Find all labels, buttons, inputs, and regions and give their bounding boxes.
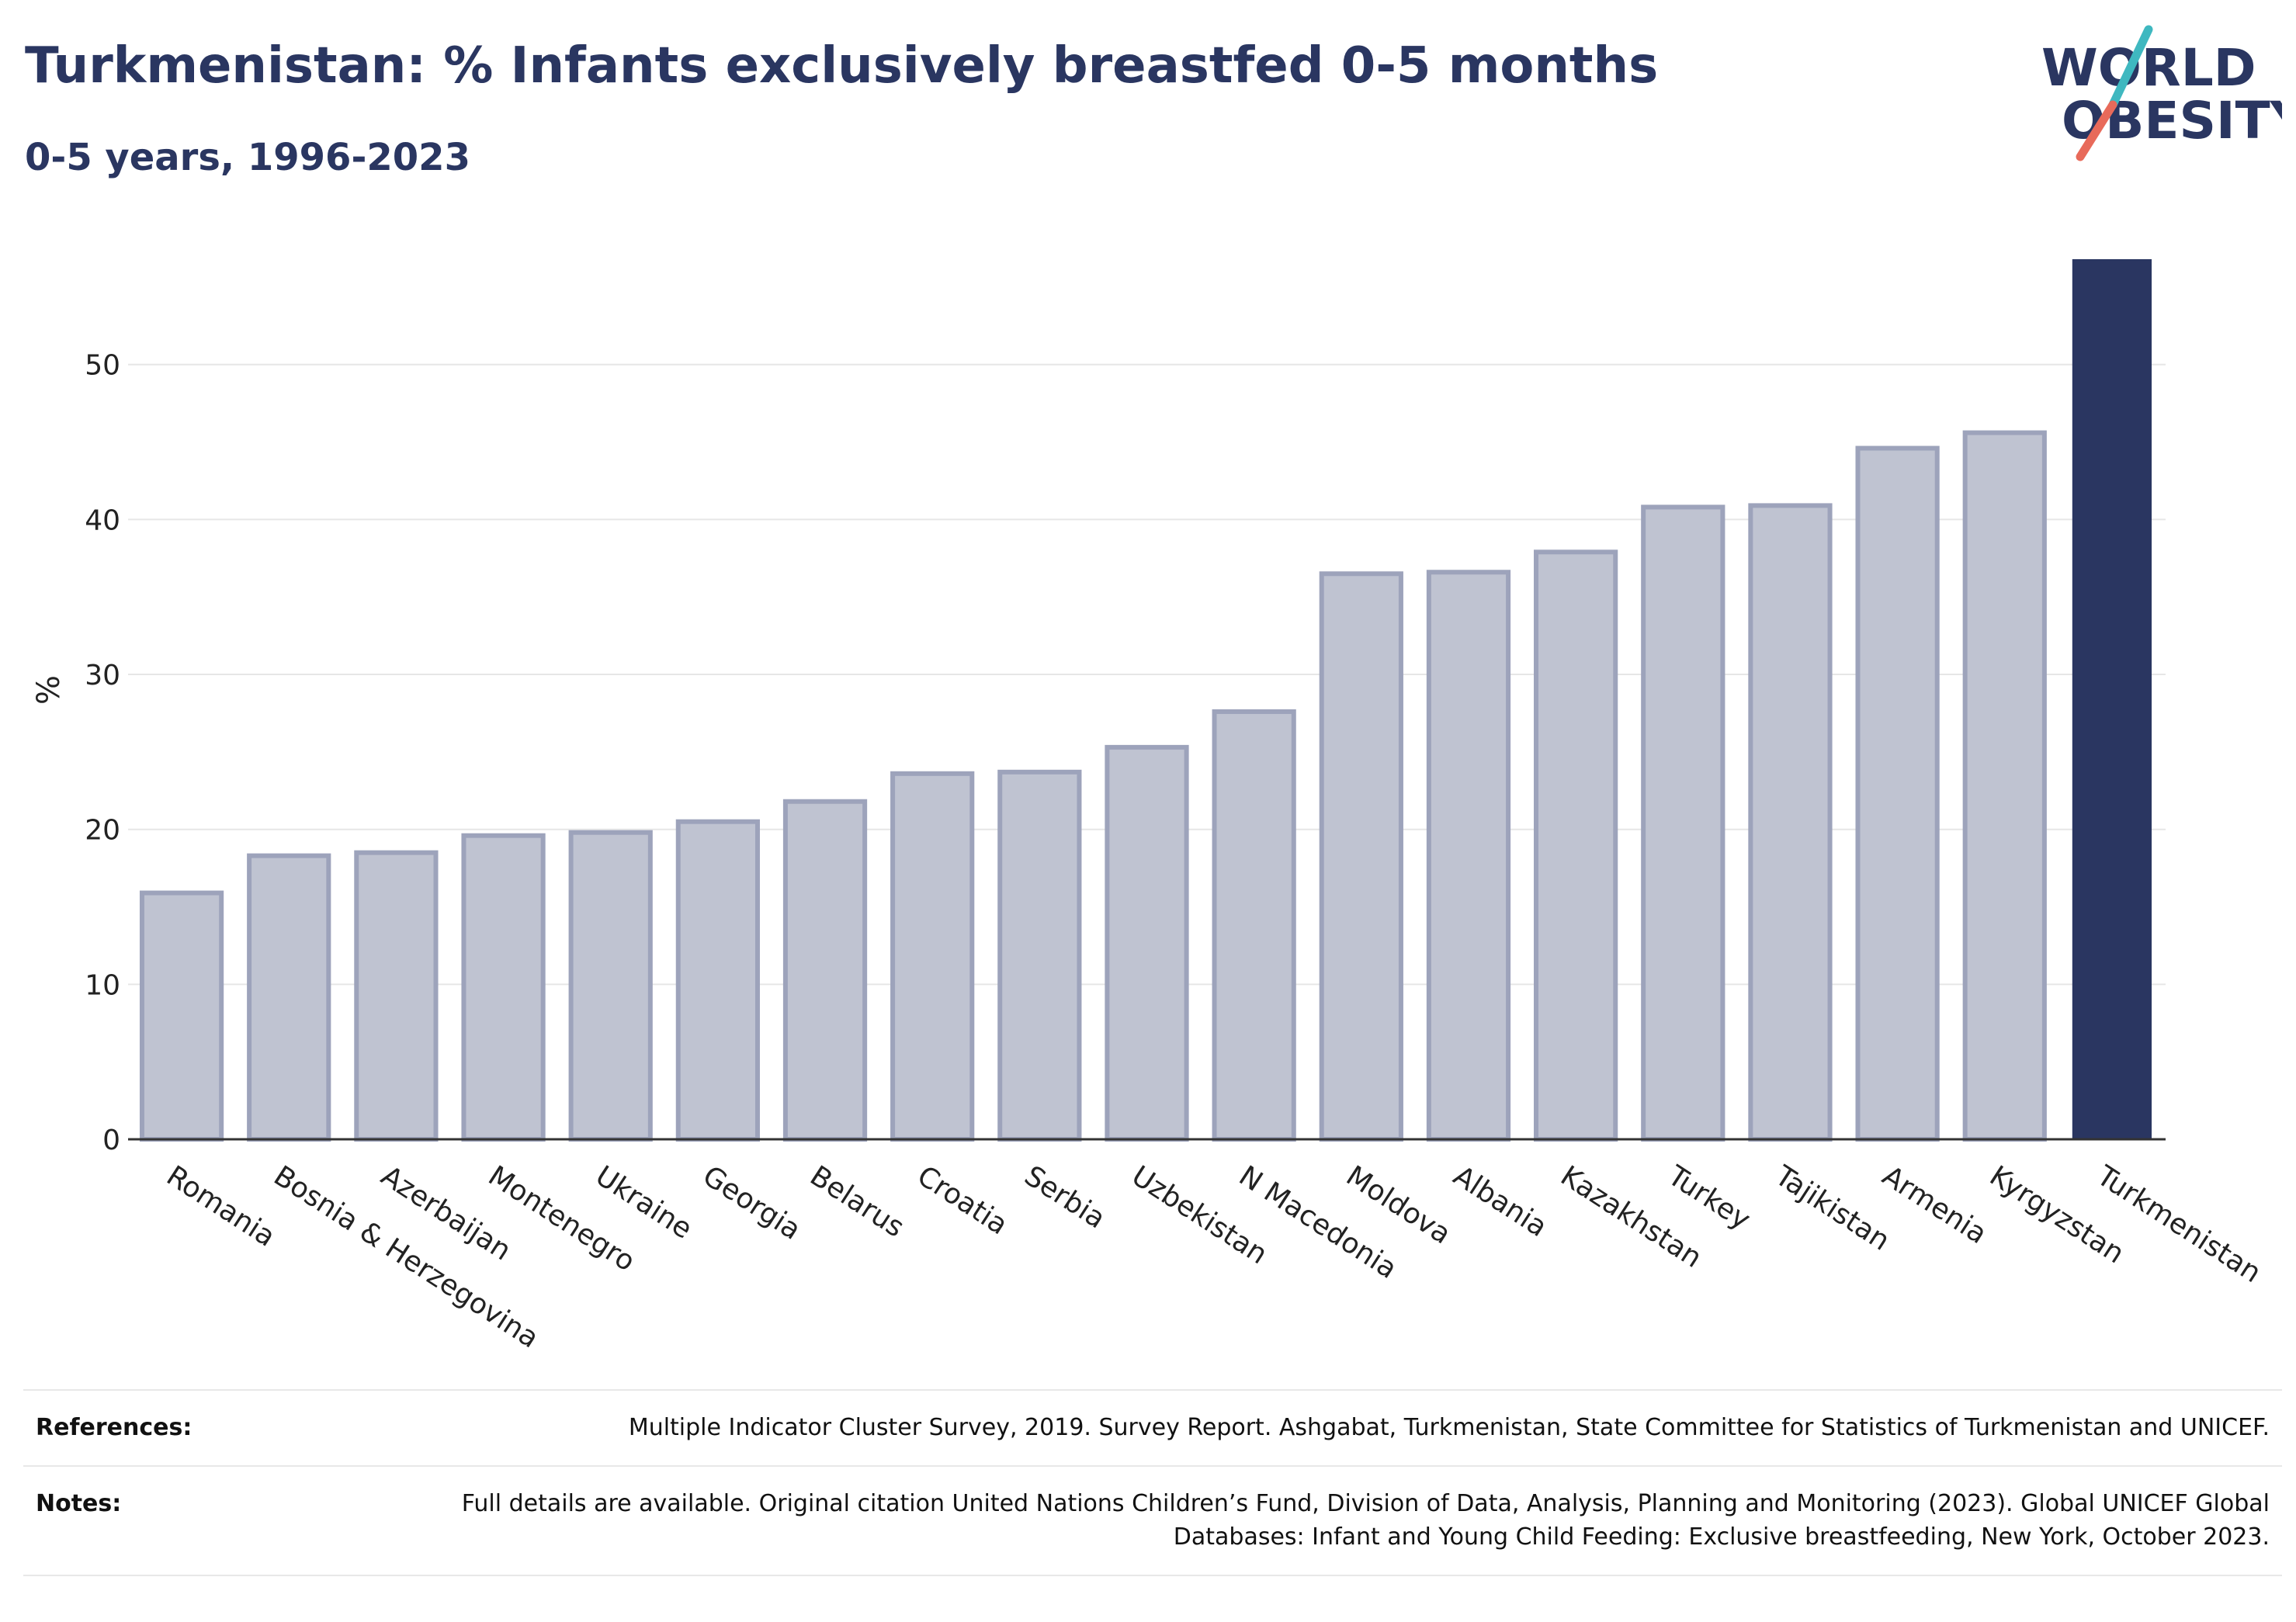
bar-uzbekistan bbox=[1105, 744, 1189, 1142]
x-tick-label: Serbia bbox=[1019, 1160, 1112, 1236]
bar-ukraine bbox=[568, 830, 653, 1142]
y-tick-label: 0 bbox=[102, 1125, 120, 1156]
bar-kyrgyzstan bbox=[1962, 430, 2047, 1142]
bars bbox=[139, 258, 2152, 1142]
bar-kazakhstan bbox=[1534, 549, 1618, 1142]
bar-croatia bbox=[890, 771, 975, 1142]
references-text: Multiple Indicator Cluster Survey, 2019.… bbox=[374, 1389, 2282, 1467]
x-tick-label: Albania bbox=[1448, 1160, 1552, 1244]
bar-serbia bbox=[997, 769, 1082, 1142]
x-tick-label: Turkmenistan bbox=[2090, 1159, 2267, 1289]
chart-subtitle: 0-5 years, 1996-2023 bbox=[25, 136, 470, 179]
bar-n-macedonia bbox=[1212, 709, 1296, 1142]
references-row: References: Multiple Indicator Cluster S… bbox=[23, 1389, 2282, 1467]
chart-title: Turkmenistan: % Infants exclusively brea… bbox=[25, 37, 1659, 95]
world-obesity-logo: WORLD OBESITY bbox=[2041, 25, 2282, 161]
x-tick-label: Georgia bbox=[697, 1160, 806, 1246]
y-tick-label: 40 bbox=[85, 504, 120, 536]
notes-text: Full details are available. Original cit… bbox=[374, 1464, 2282, 1576]
logo-slash-top bbox=[2108, 25, 2153, 109]
bar-tajikistan bbox=[1748, 503, 1833, 1142]
y-tick-label: 10 bbox=[85, 969, 120, 1001]
x-tick-label: Belarus bbox=[804, 1160, 910, 1244]
x-tick-label: Croatia bbox=[911, 1160, 1013, 1242]
bar-albania bbox=[1426, 570, 1511, 1142]
notes-label: Notes: bbox=[23, 1464, 374, 1576]
logo-line-1: WORLD bbox=[2041, 38, 2256, 98]
x-tick-label: Romania bbox=[161, 1160, 280, 1253]
bar-bosnia-herzegovina bbox=[247, 853, 331, 1142]
footer-table: References: Multiple Indicator Cluster S… bbox=[23, 1389, 2282, 1576]
bar-azerbaijan bbox=[354, 850, 439, 1142]
bar-georgia bbox=[675, 819, 760, 1142]
bar-belarus bbox=[782, 799, 868, 1142]
x-tick-label: Armenia bbox=[1877, 1160, 1993, 1251]
notes-row: Notes: Full details are available. Origi… bbox=[23, 1464, 2282, 1576]
logo-slash-bottom bbox=[2076, 100, 2117, 161]
y-axis-title: % bbox=[31, 675, 67, 705]
y-tick-label: 20 bbox=[85, 815, 120, 847]
y-tick-label: 30 bbox=[85, 660, 120, 691]
bar-armenia bbox=[1855, 445, 1940, 1142]
bar-turkmenistan bbox=[2072, 258, 2152, 1139]
x-tick-label: Tajikistan bbox=[1769, 1159, 1895, 1257]
bar-montenegro bbox=[461, 833, 546, 1142]
bar-moldova bbox=[1319, 571, 1403, 1142]
x-tick-label: Turkey bbox=[1662, 1159, 1756, 1236]
y-axis-ticks: 0 10 20 30 40 50 bbox=[85, 350, 120, 1156]
bar-turkey bbox=[1641, 504, 1725, 1142]
references-label: References: bbox=[23, 1389, 374, 1467]
bar-romania bbox=[139, 890, 224, 1142]
y-tick-label: 50 bbox=[85, 350, 120, 382]
